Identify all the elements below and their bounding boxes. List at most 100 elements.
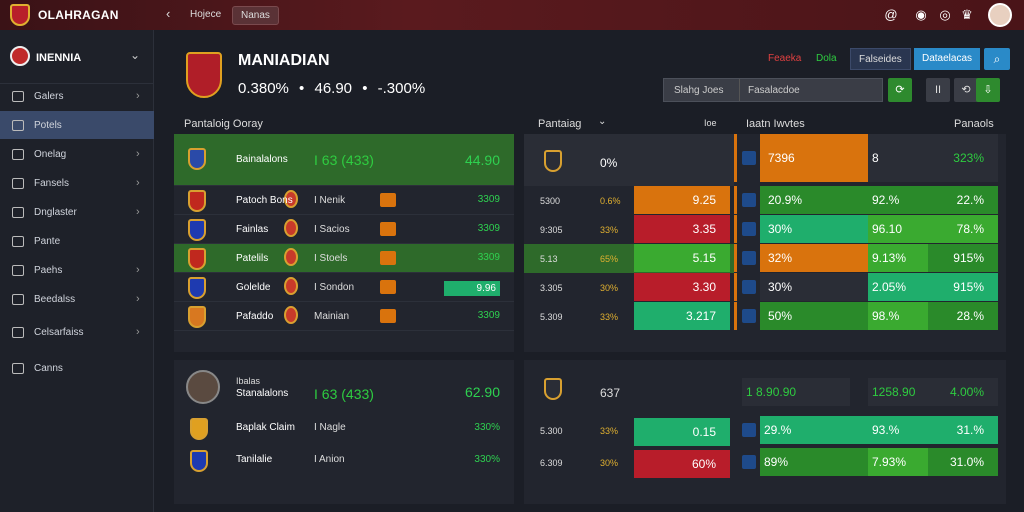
sync-icon[interactable]: ⟲ bbox=[954, 78, 978, 102]
sidebar-title: INENNIA bbox=[36, 52, 82, 64]
table-row[interactable]: Patoch Bons I Nenik 3309 bbox=[174, 186, 514, 215]
table-row[interactable]: 29.% 93.% 31.% bbox=[734, 416, 1006, 444]
table-row[interactable]: 30% 96.10 78.% bbox=[734, 215, 1006, 243]
sidebar-item[interactable]: Galers › bbox=[0, 82, 154, 110]
team-name: Tanilalie bbox=[236, 454, 273, 465]
table-row[interactable]: 7396 8 323% bbox=[734, 134, 1006, 182]
table-row[interactable]: 637 bbox=[524, 360, 734, 416]
chevron-down-icon[interactable]: ⌄ bbox=[130, 48, 141, 62]
filter-value[interactable]: Fasalacdoe bbox=[748, 85, 800, 96]
table-row[interactable]: 1 8.90.90 1258.90 4.00% bbox=[734, 360, 1006, 416]
opponent-crest-icon bbox=[284, 248, 298, 266]
team-name: Baplak Claim bbox=[236, 422, 295, 433]
sidebar-item[interactable]: Potels bbox=[0, 111, 154, 139]
match-info: I Stoels bbox=[314, 253, 348, 264]
table-row[interactable]: Patelils I Stoels 3309 bbox=[174, 244, 514, 273]
table-row[interactable]: 5.300 33% 0.15 bbox=[524, 416, 734, 448]
table-row[interactable]: 5.13 65% 5.15 bbox=[524, 244, 734, 273]
sidebar-item[interactable]: Canns bbox=[0, 354, 154, 382]
table-row[interactable]: Tanilalie I Anion 330% bbox=[174, 444, 514, 476]
value-cell-3: 915% bbox=[928, 273, 998, 301]
chevron-right-icon[interactable]: › bbox=[136, 264, 140, 276]
value-cell: 9.25 bbox=[634, 186, 730, 214]
table-row[interactable]: Pafaddo Mainian 3309 bbox=[174, 302, 514, 331]
header-button-1[interactable]: Feaeka bbox=[768, 53, 802, 64]
chevron-down-icon[interactable]: ⌄ bbox=[598, 116, 607, 127]
divider bbox=[739, 79, 740, 101]
back-arrow-icon[interactable]: ‹ bbox=[166, 6, 171, 21]
row-a: 3.305 bbox=[540, 283, 563, 293]
header-button-4[interactable]: Dataelacas bbox=[914, 48, 981, 70]
sidebar-item[interactable]: Pante bbox=[0, 227, 154, 255]
chevron-right-icon[interactable]: › bbox=[136, 326, 140, 338]
clock-icon[interactable]: ◉ bbox=[915, 7, 927, 22]
sidebar-item[interactable]: Dnglaster › bbox=[0, 198, 154, 226]
sidebar-item[interactable]: Paehs › bbox=[0, 256, 154, 284]
match-info: I Sacios bbox=[314, 224, 350, 235]
club-logo bbox=[10, 46, 30, 66]
sidebar-item[interactable]: Onelag › bbox=[0, 140, 154, 168]
at-icon[interactable]: @ bbox=[884, 7, 898, 22]
value-cell: 3.35 bbox=[634, 215, 730, 243]
download-icon[interactable]: ⇩ bbox=[976, 78, 1000, 102]
sidebar-item[interactable]: Celsarfaiss › bbox=[0, 318, 154, 346]
dot-separator: • bbox=[299, 80, 305, 97]
sidebar-item-label: Celsarfaiss bbox=[34, 326, 84, 338]
value-cell-1: 30% bbox=[760, 273, 868, 301]
search-icon[interactable]: ⌕ bbox=[984, 48, 1010, 70]
chevron-right-icon[interactable]: › bbox=[136, 293, 140, 305]
chevron-right-icon[interactable]: › bbox=[136, 206, 140, 218]
table-row[interactable]: 50% 98.% 28.% bbox=[734, 302, 1006, 330]
filter-bar[interactable]: Slahg Joes Fasalacdoe bbox=[663, 78, 883, 102]
table-row[interactable]: Ibalas Stanalalons I 63 (433) 62.90 bbox=[174, 360, 514, 412]
opponent-crest-icon bbox=[284, 190, 298, 208]
user-avatar[interactable] bbox=[988, 3, 1012, 27]
table-row[interactable]: 30% 2.05% 915% bbox=[734, 273, 1006, 301]
table-row[interactable]: Golelde I Sondon 9.96 bbox=[174, 273, 514, 302]
refresh-icon[interactable]: ⟳ bbox=[888, 78, 912, 102]
left-section-title: Pantaloig Ooray bbox=[184, 118, 263, 130]
table-row[interactable]: 89% 7.93% 31.0% bbox=[734, 448, 1006, 476]
status-stripe bbox=[734, 215, 737, 243]
nav-icon bbox=[12, 293, 24, 305]
sidebar-item[interactable]: Fansels › bbox=[0, 169, 154, 197]
chevron-right-icon[interactable]: › bbox=[136, 90, 140, 102]
chevron-right-icon[interactable]: › bbox=[136, 148, 140, 160]
pause-icon[interactable]: II bbox=[926, 78, 950, 102]
header-button-2[interactable]: Dola bbox=[816, 53, 837, 64]
mid-panel: 0% 5300 0.6% 9.25 9:305 33% 3.35 5.13 65% 5.15 3.3… bbox=[524, 134, 734, 352]
table-row[interactable]: Bainalalons I 63 (433) 44.90 bbox=[174, 134, 514, 186]
table-row[interactable]: Fainlas I Sacios 3309 bbox=[174, 215, 514, 244]
app-title: OLAHRAGAN bbox=[38, 8, 119, 22]
table-row[interactable]: 32% 9.13% 915% bbox=[734, 244, 1006, 272]
value-cell: 5.15 bbox=[634, 244, 730, 272]
team-crest-icon bbox=[188, 148, 206, 170]
header-button-3[interactable]: Falseides bbox=[850, 48, 911, 70]
table-row[interactable]: 20.9% 92.% 22.% bbox=[734, 186, 1006, 214]
tab-names[interactable]: Nanas bbox=[232, 6, 279, 25]
globe-icon[interactable]: ◎ bbox=[939, 7, 951, 22]
chevron-right-icon[interactable]: › bbox=[136, 177, 140, 189]
sidebar-item-label: Paehs bbox=[34, 264, 63, 276]
team-crest-icon bbox=[188, 248, 206, 270]
sidebar-header[interactable]: INENNIA ⌄ bbox=[0, 30, 154, 84]
team-crest-icon bbox=[188, 306, 206, 328]
table-row[interactable]: Baplak Claim I Nagle 330% bbox=[174, 412, 514, 444]
status-stripe bbox=[734, 186, 737, 214]
table-row[interactable]: 5300 0.6% 9.25 bbox=[524, 186, 734, 215]
value-cell-3: 915% bbox=[928, 244, 998, 272]
trophy-icon[interactable]: ♛ bbox=[961, 7, 973, 22]
table-row[interactable]: 6.309 30% 60% bbox=[524, 448, 734, 480]
table-row[interactable]: 3.305 30% 3.30 bbox=[524, 273, 734, 302]
value-cell-1: 32% bbox=[760, 244, 868, 272]
table-row[interactable]: 5.309 33% 3.217 bbox=[524, 302, 734, 331]
row-a: 5.13 bbox=[540, 254, 558, 264]
row-b: 0.6% bbox=[600, 196, 621, 206]
tab-home[interactable]: Hojece bbox=[190, 9, 222, 20]
value-cell-1: 89% bbox=[760, 448, 868, 476]
sidebar-item[interactable]: Beedalss › bbox=[0, 285, 154, 313]
value-cell-2: 98.% bbox=[868, 302, 928, 330]
head-percent: 0% bbox=[600, 156, 618, 170]
table-row[interactable]: 9:305 33% 3.35 bbox=[524, 215, 734, 244]
match-info: I Sondon bbox=[314, 282, 355, 293]
